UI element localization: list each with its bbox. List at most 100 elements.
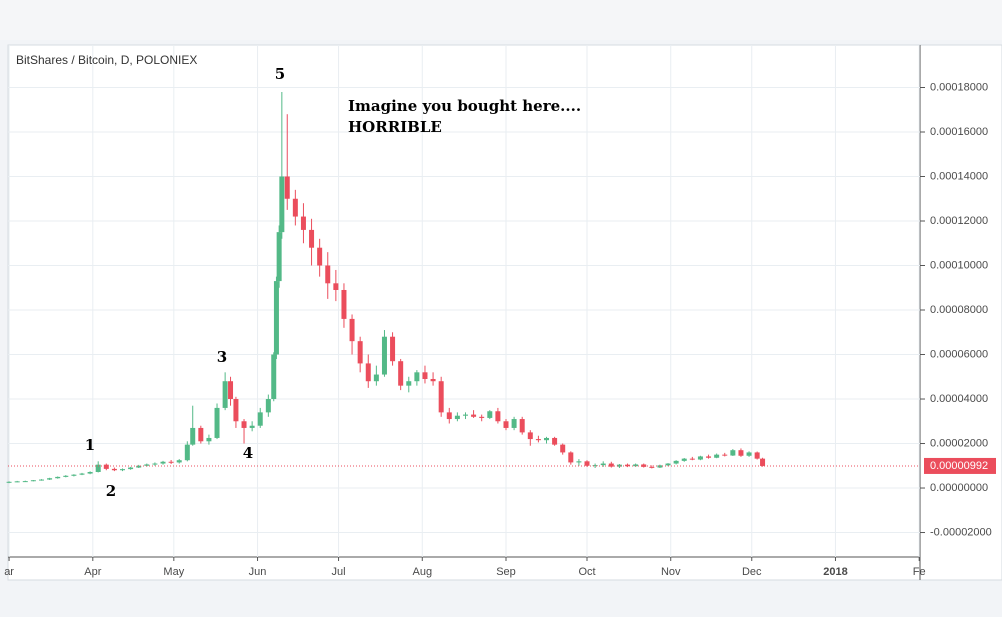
candle-body	[430, 378, 436, 382]
candle-body	[152, 463, 158, 465]
candle-body	[6, 481, 12, 483]
candle-body	[495, 411, 501, 422]
candle-body	[373, 374, 379, 382]
candle-body	[249, 425, 255, 428]
candle-body	[544, 437, 550, 441]
candle-body	[79, 473, 85, 475]
candle-body	[414, 372, 420, 382]
y-tick-label: 0.00004000	[930, 393, 988, 405]
candle-body	[47, 478, 53, 480]
candle-body	[706, 456, 712, 458]
candle-body	[190, 427, 196, 445]
candle-body	[422, 372, 428, 379]
candle-body	[333, 283, 339, 290]
candle-body	[746, 452, 752, 456]
candle-body	[233, 399, 239, 422]
last-price-label: 0.00000992	[930, 460, 988, 472]
x-tick-label: Jun	[249, 566, 267, 578]
x-tick-label: Sep	[496, 566, 516, 578]
x-tick-label: Nov	[661, 566, 681, 578]
chart-title: BitShares / Bitcoin, D, POLONIEX	[16, 53, 197, 67]
candle-body	[276, 232, 282, 282]
candle-body	[309, 229, 315, 248]
x-tick-label: May	[163, 566, 184, 578]
candle-body	[633, 464, 639, 467]
candle-body	[560, 444, 566, 453]
candle-body	[471, 414, 477, 417]
candle-body	[576, 461, 582, 463]
candle-body	[714, 454, 720, 458]
candle-body	[641, 464, 647, 467]
annotation: 2	[106, 482, 116, 500]
candle-body	[592, 465, 598, 467]
x-tick-label: Apr	[84, 566, 101, 578]
candle-body	[365, 363, 371, 382]
candle-body	[503, 421, 509, 428]
y-tick-label: 0.00014000	[930, 170, 988, 182]
candle-body	[552, 437, 558, 445]
candle-body	[120, 469, 126, 471]
labels: -0.00002000 0.00000000 0.00002000 0.0000400…	[4, 65, 996, 578]
candle-body	[14, 481, 20, 483]
candle-body	[38, 479, 44, 481]
candle-body	[584, 461, 590, 466]
candle-body	[111, 468, 117, 471]
candle-body	[271, 354, 277, 400]
candle-body	[487, 411, 493, 418]
candle-body	[649, 466, 655, 468]
y-tick-label: 0.00002000	[930, 437, 988, 449]
candle-body	[381, 336, 387, 375]
candle-body	[398, 361, 404, 386]
candle-body	[214, 407, 220, 438]
candle-body	[349, 318, 355, 342]
candle-body	[665, 463, 671, 466]
candle-body	[128, 467, 134, 470]
y-tick-label: 0.00008000	[930, 304, 988, 316]
candle-body	[176, 460, 182, 463]
y-tick-label: 0.00010000	[930, 259, 988, 271]
candle-body	[760, 458, 766, 466]
candle-body	[390, 336, 396, 362]
candle-body	[568, 452, 574, 463]
candle-body	[87, 472, 93, 474]
candle-body	[462, 414, 468, 416]
candle-body	[406, 381, 412, 386]
candle-body	[722, 454, 728, 456]
y-tick-label: -0.00002000	[930, 526, 992, 538]
candle-body	[284, 176, 290, 199]
candle-body	[184, 444, 190, 461]
candle-body	[144, 464, 150, 466]
candle-body	[95, 464, 101, 473]
top-strip	[0, 0, 1002, 40]
candle-body	[479, 416, 485, 418]
candle-body	[689, 458, 695, 460]
annotation: 1	[85, 436, 95, 454]
candle-body	[30, 480, 36, 482]
annotation: 4	[243, 444, 253, 462]
candle-body	[206, 437, 212, 442]
candle-body	[341, 289, 347, 319]
candle-body	[738, 450, 744, 456]
candle-body	[600, 463, 606, 466]
candle-body	[616, 464, 622, 467]
grid	[8, 45, 925, 561]
candle-body	[22, 481, 28, 483]
candle-body	[300, 216, 306, 230]
y-tick-label: 0.00018000	[930, 81, 988, 93]
candle-body	[160, 461, 166, 464]
y-tick-label: 0.00000000	[930, 482, 988, 494]
candle-body	[103, 464, 109, 469]
candle-body	[257, 412, 263, 426]
candle-body	[222, 381, 228, 408]
candle-body	[273, 281, 279, 355]
candles	[6, 91, 920, 484]
candle-body	[446, 412, 452, 420]
candle-body	[279, 176, 285, 233]
y-tick-label: 0.00012000	[930, 215, 988, 227]
candle-body	[241, 421, 247, 428]
x-tick-label: Dec	[742, 566, 762, 578]
candle-body	[71, 474, 77, 476]
last-price-box	[924, 457, 996, 474]
